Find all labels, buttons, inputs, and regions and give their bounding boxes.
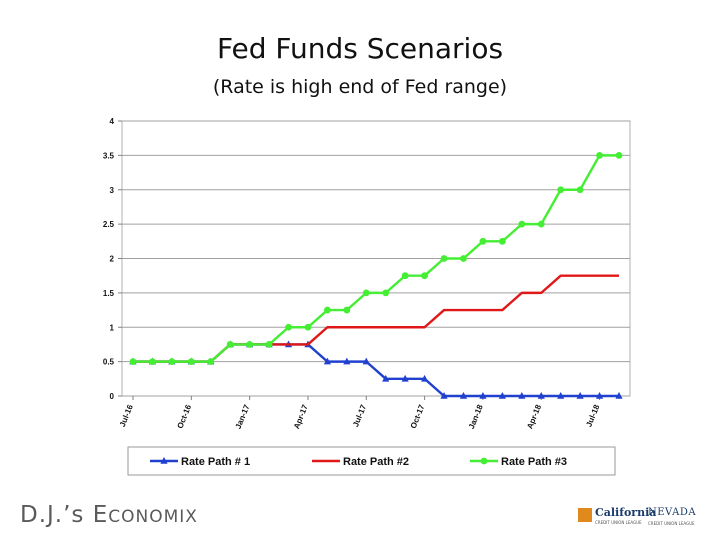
data-point — [187, 358, 195, 366]
data-point — [401, 272, 409, 280]
y-tick-label: 0 — [110, 392, 115, 401]
x-tick-label: Jan-18 — [467, 403, 485, 430]
legend-label: Rate Path #3 — [501, 456, 567, 468]
data-point — [615, 392, 623, 399]
data-point — [343, 357, 351, 365]
data-point — [498, 392, 506, 399]
data-point — [440, 392, 448, 399]
nevada-logo-subtext: CREDIT UNION LEAGUE — [648, 521, 695, 526]
data-point — [615, 151, 623, 159]
data-point — [576, 186, 584, 194]
nevada-logo-text: NEVADA — [648, 507, 697, 518]
data-point — [518, 392, 526, 399]
data-point — [382, 374, 390, 382]
brand-text-smallcaps: CONOMIX — [108, 507, 198, 527]
data-point — [480, 457, 488, 465]
california-logo-text: California — [595, 506, 657, 519]
data-point — [518, 220, 526, 228]
data-point — [343, 306, 351, 314]
california-logo: California CREDIT UNION LEAGUE — [578, 506, 656, 528]
data-point — [440, 255, 448, 262]
data-point — [460, 255, 467, 262]
data-point — [576, 392, 584, 399]
legend-label: Rate Path #2 — [343, 456, 409, 468]
legend: Rate Path # 1 Rate Path #2 Rate Path #3 — [127, 446, 616, 476]
brand-text: D.J.’s E — [20, 502, 109, 528]
x-axis-ticks: Jul-16 Oct-16 Jan-17 Apr-17 Jul-17 Oct-17 Jan-… — [118, 396, 602, 430]
data-point — [324, 306, 331, 314]
data-point — [537, 392, 545, 399]
data-point — [149, 358, 156, 366]
x-tick-label: Jan-17 — [234, 403, 252, 430]
y-tick-label: 0.5 — [103, 358, 115, 367]
partner-logos: California CREDIT UNION LEAGUE NEVADA CR… — [578, 506, 703, 528]
y-axis-ticks: 0 0.5 1 1.5 2 2.5 3 3.5 4 — [103, 117, 122, 401]
data-point — [226, 341, 234, 348]
brand-logo: D.J.’s ECONOMIX — [20, 502, 198, 528]
data-point — [160, 457, 168, 464]
x-tick-label: Jul-16 — [118, 403, 135, 428]
nevada-logo: NEVADA CREDIT UNION LEAGUE — [648, 506, 703, 528]
data-point — [168, 358, 176, 366]
california-logo-mark — [578, 508, 592, 522]
y-tick-label: 2.5 — [103, 220, 115, 229]
x-tick-label: Jul-18 — [584, 403, 601, 428]
data-point — [246, 341, 254, 348]
legend-box — [127, 446, 616, 476]
data-point — [596, 151, 603, 159]
legend-label: Rate Path # 1 — [181, 456, 250, 468]
y-tick-label: 3 — [110, 186, 115, 195]
data-point — [401, 374, 409, 382]
series-lines — [129, 151, 623, 399]
chart-title: Fed Funds Scenarios — [216, 32, 504, 65]
data-point — [207, 358, 215, 366]
y-tick-label: 4 — [110, 117, 115, 126]
x-tick-label: Oct-16 — [175, 403, 193, 430]
data-point — [459, 392, 468, 399]
data-point — [479, 237, 487, 245]
data-point — [382, 289, 390, 297]
data-point — [323, 357, 331, 365]
y-tick-label: 2 — [110, 255, 115, 264]
x-tick-label: Apr-17 — [292, 403, 310, 430]
x-tick-label: Jul-17 — [351, 403, 368, 428]
x-tick-label: Oct-17 — [409, 403, 427, 430]
california-logo-subtext: CREDIT UNION LEAGUE — [595, 520, 642, 525]
data-point — [362, 357, 370, 365]
y-tick-label: 3.5 — [103, 151, 115, 160]
data-point — [557, 186, 565, 194]
data-point — [595, 392, 604, 399]
y-tick-label: 1 — [110, 323, 115, 332]
data-point — [421, 272, 428, 280]
chart-subtitle: (Rate is high end of Fed range) — [212, 76, 508, 98]
data-point — [479, 392, 487, 399]
data-point — [285, 323, 292, 331]
series-rate-path-3 — [129, 151, 623, 366]
data-point — [421, 374, 429, 382]
data-point — [304, 323, 312, 331]
x-tick-label: Apr-18 — [525, 403, 543, 430]
data-point — [557, 392, 565, 399]
data-point — [498, 237, 506, 245]
data-point — [265, 341, 273, 348]
y-tick-label: 1.5 — [103, 289, 115, 298]
data-point — [537, 220, 545, 228]
data-point — [362, 289, 370, 297]
data-point — [129, 358, 137, 366]
